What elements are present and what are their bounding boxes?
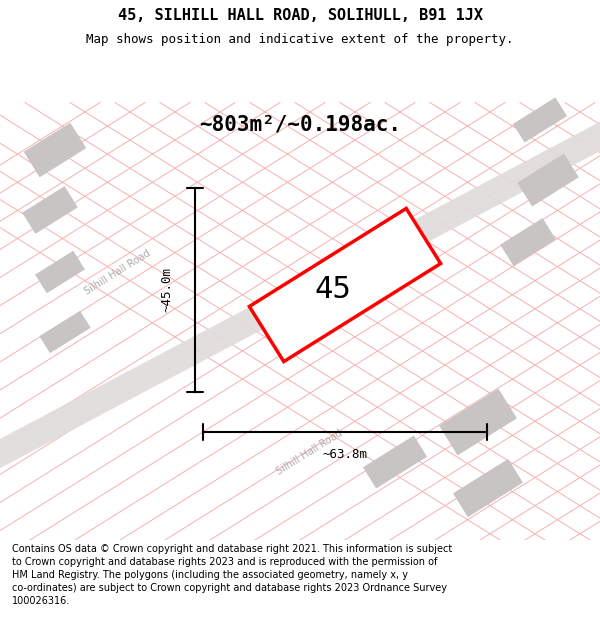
Polygon shape <box>453 459 523 517</box>
Polygon shape <box>0 99 600 491</box>
Polygon shape <box>500 218 556 266</box>
Text: Silhill Hall Road: Silhill Hall Road <box>275 428 345 476</box>
Polygon shape <box>40 311 91 353</box>
Polygon shape <box>517 154 579 206</box>
Text: ~63.8m: ~63.8m <box>323 448 367 461</box>
Polygon shape <box>439 389 517 456</box>
Text: 45: 45 <box>314 276 352 304</box>
Polygon shape <box>363 436 427 489</box>
Polygon shape <box>22 186 78 234</box>
Polygon shape <box>513 98 567 142</box>
Text: Silhill Hall Road: Silhill Hall Road <box>83 248 153 296</box>
Text: Map shows position and indicative extent of the property.: Map shows position and indicative extent… <box>86 33 514 46</box>
Text: 45, SILHILL HALL ROAD, SOLIHULL, B91 1JX: 45, SILHILL HALL ROAD, SOLIHULL, B91 1JX <box>118 8 482 23</box>
Text: ~45.0m: ~45.0m <box>161 268 173 312</box>
Text: Contains OS data © Crown copyright and database right 2021. This information is : Contains OS data © Crown copyright and d… <box>12 544 452 606</box>
Polygon shape <box>24 122 86 177</box>
Text: ~803m²/~0.198ac.: ~803m²/~0.198ac. <box>199 115 401 135</box>
Polygon shape <box>250 208 440 362</box>
Polygon shape <box>35 251 85 293</box>
